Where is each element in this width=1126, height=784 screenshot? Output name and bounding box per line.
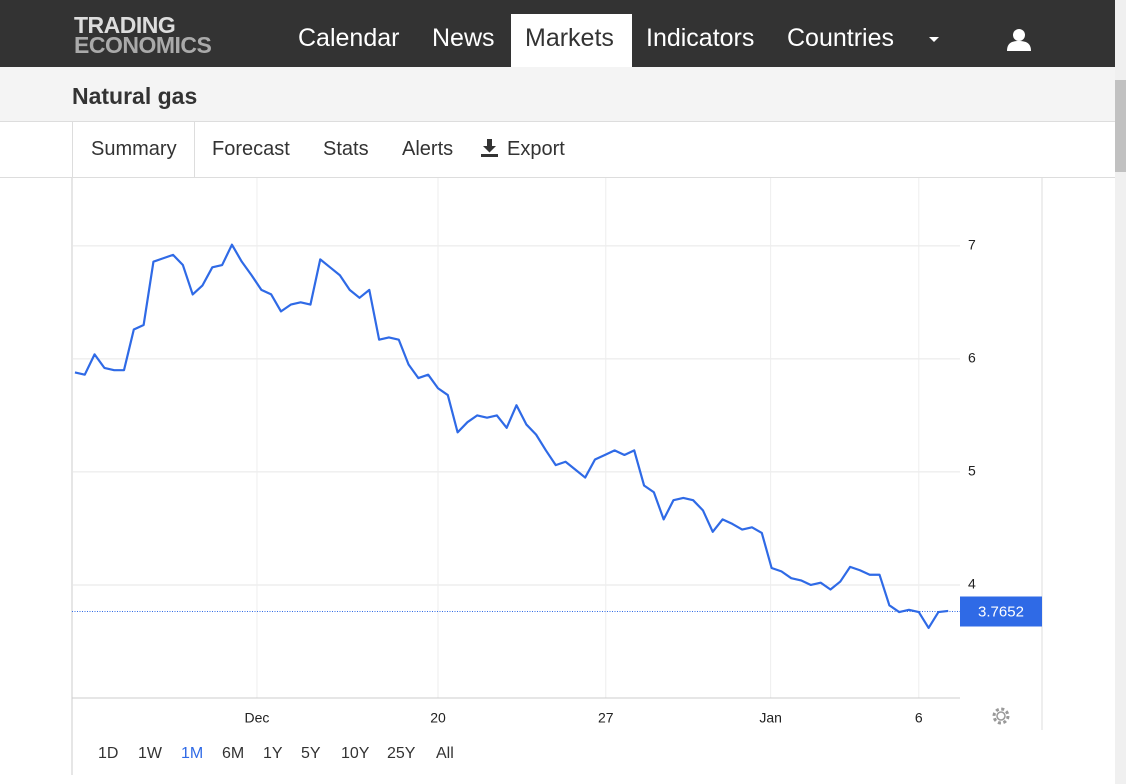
y-tick-label: 7 [968, 237, 976, 253]
y-tick-label: 6 [968, 350, 976, 366]
y-tick-label: 5 [968, 463, 976, 479]
last-value-label: 3.7652 [978, 603, 1024, 620]
active-nav-bg [511, 14, 632, 67]
range-button[interactable]: 10Y [341, 745, 370, 762]
subheader: Natural gas [0, 67, 1115, 122]
settings-icon[interactable] [990, 705, 1012, 727]
logo[interactable]: TRADING ECONOMICS [74, 12, 212, 58]
x-tick-label: 27 [598, 710, 614, 726]
range-button[interactable]: 1W [138, 745, 162, 762]
export-icon[interactable] [480, 138, 500, 158]
nav-item[interactable]: Calendar [298, 24, 400, 52]
x-tick-label: Dec [245, 710, 270, 726]
tab-border [0, 177, 1115, 178]
nav-item[interactable]: News [432, 24, 495, 52]
range-button[interactable]: All [436, 745, 454, 762]
tab[interactable]: Stats [323, 138, 369, 160]
active-tab-bg [72, 122, 195, 178]
range-button[interactable]: 6M [222, 745, 245, 762]
tab[interactable]: Summary [91, 138, 177, 160]
nav-item[interactable]: Indicators [646, 24, 755, 52]
nav-item[interactable]: Countries [787, 24, 894, 52]
nav-item[interactable]: Markets [525, 24, 614, 52]
last-value-badge [960, 596, 1042, 627]
price-line [74, 243, 949, 630]
tab[interactable]: Forecast [212, 138, 290, 160]
y-tick-label: 4 [968, 576, 976, 592]
caret[interactable] [928, 36, 942, 44]
logo-line: TRADING [74, 12, 176, 38]
logo-line: ECONOMICS [74, 32, 212, 58]
top-nav: TRADING ECONOMICS Calendar News Markets … [0, 0, 1115, 67]
x-tick-label: 6 [915, 710, 923, 726]
tab[interactable]: Export [507, 138, 565, 160]
range-button[interactable]: 5Y [301, 745, 321, 762]
range-button[interactable]: 1D [98, 745, 119, 762]
range-button[interactable]: 1Y [263, 745, 283, 762]
range-button[interactable]: 1M [181, 745, 204, 762]
x-tick-label: Jan [759, 710, 782, 726]
user-icon[interactable] [1006, 27, 1032, 53]
scroll-thumb[interactable] [1115, 80, 1126, 172]
x-tick-label: 20 [430, 710, 446, 726]
scrollbar[interactable] [1115, 0, 1126, 784]
page-title: Natural gas [72, 83, 198, 109]
tab[interactable]: Alerts [402, 138, 454, 160]
range-button[interactable]: 25Y [387, 745, 416, 762]
